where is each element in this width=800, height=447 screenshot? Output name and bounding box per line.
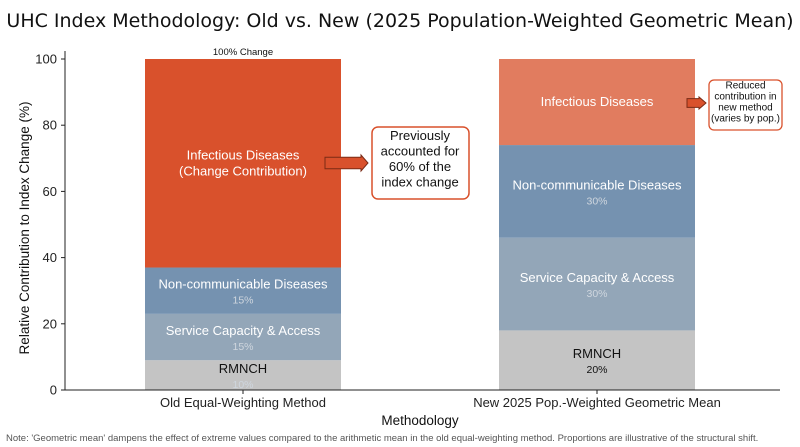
segment-label-rmnch-0: RMNCH <box>219 361 267 376</box>
x-tick-label-0: Old Equal-Weighting Method <box>160 395 326 410</box>
y-tick-label-20: 20 <box>43 316 57 331</box>
callout-arrow-new <box>686 95 707 111</box>
callout-text-new: Reduced contribution in new method (varies … <box>711 81 780 125</box>
callout-box-new <box>708 79 783 131</box>
y-tick-label-40: 40 <box>43 250 57 265</box>
chart-title: UHC Index Methodology: Old vs. New (2025… <box>6 10 793 32</box>
plot-area: RMNCH 10% Service Capacity & Access 15% Non-… <box>35 47 783 410</box>
y-axis-label: Relative Contribution to Index Change (%… <box>17 102 32 355</box>
segment-pct-label-ncd-0: 15% <box>232 295 253 307</box>
bar-segment-ncd-1 <box>499 145 695 238</box>
segment-label-ncd-0: Non-communicable Diseases <box>158 277 328 292</box>
segment-label-service-0: Service Capacity & Access <box>166 323 321 338</box>
bar-segment-infectious-0 <box>145 59 341 268</box>
segment-label-service-1: Service Capacity & Access <box>520 270 675 285</box>
segment-pct-label-service-0: 15% <box>232 341 253 353</box>
bar-segment-service-1 <box>499 237 695 331</box>
callout-arrow-old <box>324 153 369 173</box>
callout-box-old <box>371 126 470 200</box>
bar-segment-ncd-0 <box>145 267 341 314</box>
bar-segment-rmnch-0 <box>145 360 341 390</box>
callout-text-old: Previously accounted for 60% of the index c… <box>381 128 460 190</box>
bar-segment-rmnch-1 <box>499 330 695 390</box>
bar-segment-service-0 <box>145 313 341 361</box>
y-tick-label-80: 80 <box>43 118 57 133</box>
y-tick-label-100: 100 <box>35 52 57 67</box>
segment-label-infectious-0: Infectious Diseases (Change Contribution) <box>179 147 307 178</box>
segment-pct-label-rmnch-0: 10% <box>232 379 253 391</box>
footnote: Note: 'Geometric mean' dampens the effec… <box>6 433 758 444</box>
segment-pct-label-ncd-1: 30% <box>586 195 607 207</box>
segment-pct-label-rmnch-1: 20% <box>586 364 607 376</box>
x-axis-label: Methodology <box>381 413 459 428</box>
top-label: 100% Change <box>213 47 273 58</box>
x-tick-label-1: New 2025 Pop.-Weighted Geometric Mean <box>473 395 721 410</box>
segment-label-ncd-1: Non-communicable Diseases <box>512 177 682 192</box>
segment-pct-label-service-1: 30% <box>586 288 607 300</box>
y-tick-label-0: 0 <box>50 383 57 398</box>
segment-label-rmnch-1: RMNCH <box>573 346 621 361</box>
bar-segment-infectious-1 <box>499 59 695 146</box>
segment-label-infectious-1: Infectious Diseases <box>541 94 654 109</box>
y-tick-label-60: 60 <box>43 184 57 199</box>
